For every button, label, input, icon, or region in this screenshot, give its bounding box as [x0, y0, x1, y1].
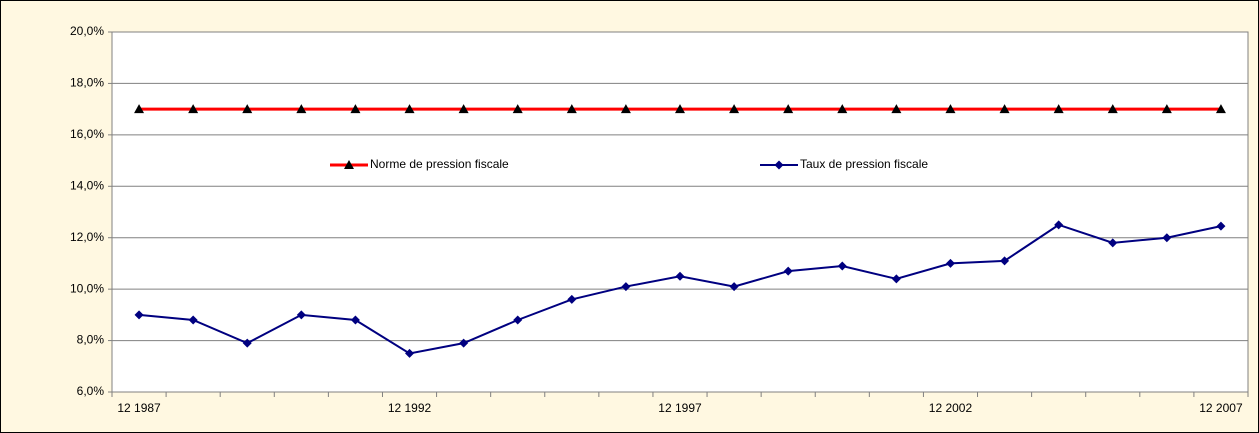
point [621, 282, 631, 292]
point [729, 104, 740, 114]
point [512, 104, 523, 114]
legend-marker [344, 160, 354, 169]
y-tick-label: 16,0% [70, 127, 104, 141]
point [1216, 221, 1226, 231]
y-tick-label: 6,0% [77, 384, 105, 398]
point [405, 348, 415, 358]
y-tick-label: 20,0% [70, 24, 104, 38]
point [783, 266, 793, 276]
x-tick-label: 12 2002 [929, 401, 973, 415]
point [1215, 104, 1226, 114]
point [134, 310, 144, 320]
point [188, 315, 198, 325]
point [891, 274, 901, 284]
point [837, 261, 847, 271]
point [837, 104, 848, 114]
legend-marker [774, 160, 784, 170]
point [729, 282, 739, 292]
point [1162, 233, 1172, 243]
point [242, 104, 253, 114]
point [675, 104, 685, 114]
point [1054, 220, 1064, 230]
y-tick-label: 10,0% [70, 281, 104, 295]
point [188, 104, 199, 114]
y-tick-label: 14,0% [70, 178, 104, 192]
point [999, 104, 1010, 114]
point [945, 258, 955, 268]
point [458, 104, 469, 114]
y-tick-label: 8,0% [77, 333, 105, 347]
point [242, 338, 252, 348]
point [350, 315, 360, 325]
legend-label: Taux de pression fiscale [800, 157, 928, 171]
point [513, 315, 523, 325]
x-tick-label: 12 1992 [388, 401, 432, 415]
point [891, 104, 902, 114]
point [296, 310, 306, 320]
point [675, 271, 685, 281]
y-tick-label: 12,0% [70, 230, 104, 244]
point [459, 338, 469, 348]
point [566, 104, 577, 114]
point [945, 104, 956, 114]
point [1053, 104, 1064, 114]
y-tick-label: 18,0% [70, 76, 104, 90]
x-tick-label: 12 1987 [117, 401, 161, 415]
point [1107, 104, 1118, 114]
point [134, 104, 145, 114]
x-tick-label: 12 2007 [1199, 401, 1243, 415]
point [1108, 238, 1118, 248]
point [350, 104, 361, 114]
legend-label: Norme de pression fiscale [370, 157, 509, 171]
point [567, 294, 577, 304]
point [1161, 104, 1172, 114]
point [1000, 256, 1010, 266]
point [296, 104, 307, 114]
point [404, 104, 415, 114]
point [620, 104, 631, 114]
x-tick-label: 12 1997 [658, 401, 702, 415]
point [783, 104, 794, 114]
plot-area [111, 31, 1249, 393]
